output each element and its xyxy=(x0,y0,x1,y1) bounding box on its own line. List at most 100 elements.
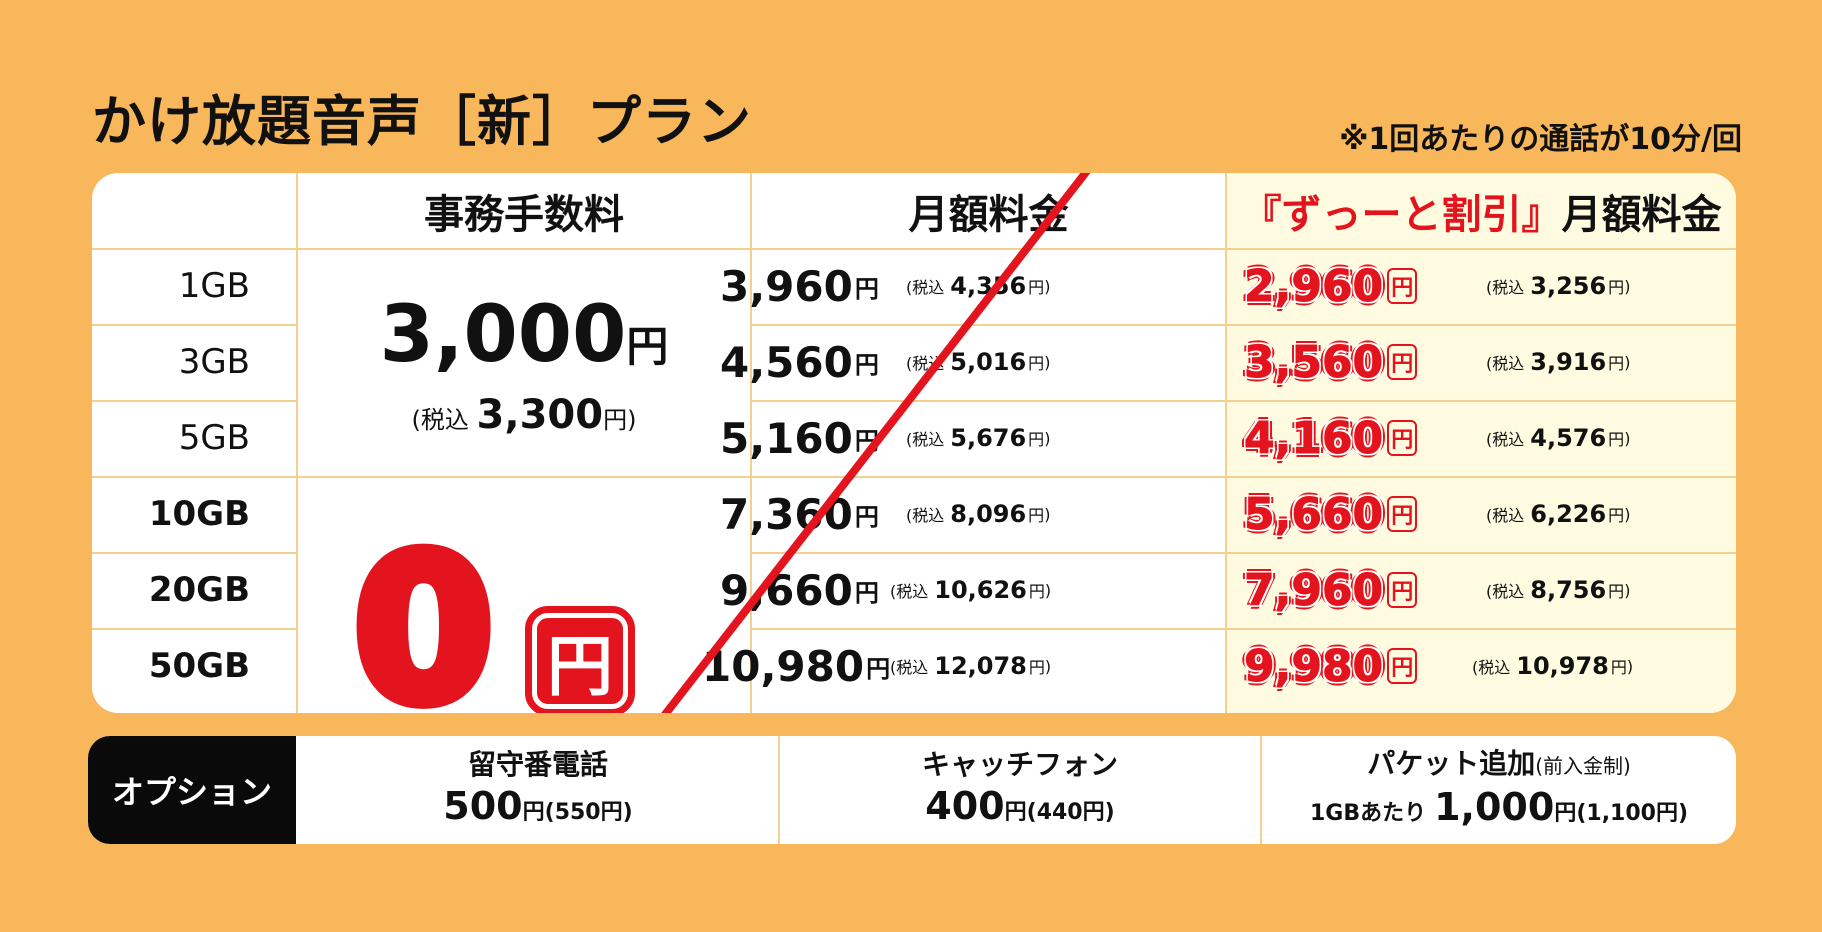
fee-merge-cover xyxy=(298,321,750,327)
option-name-text: パケット追加 xyxy=(1367,746,1536,780)
option-price: 1GBあたり 1,000円(1,100円) xyxy=(1310,785,1688,836)
fee-merge-cover xyxy=(298,625,750,631)
tax-suffix: ) xyxy=(1044,276,1051,296)
discount-tax: (税込 10,978 円) xyxy=(1472,628,1633,704)
tax-yen: 円 xyxy=(1608,430,1625,449)
header-fee: 事務手数料 xyxy=(424,191,624,238)
discount-price: 2,960 円 xyxy=(1243,248,1418,324)
tax-prefix: (税込 xyxy=(1486,582,1525,601)
tax-amount: 3,916 xyxy=(1530,348,1607,376)
tax-amount: 10,978 xyxy=(1516,652,1609,680)
tax-prefix: (税込 xyxy=(906,278,945,297)
monthly-price-number: 5,160 xyxy=(720,413,853,463)
tax-amount: 4,576 xyxy=(1530,424,1607,452)
option-price-prefix: 1GBあたり xyxy=(1309,800,1427,826)
tax-amount: 5,676 xyxy=(950,424,1027,452)
option-name: キャッチフォン xyxy=(921,747,1118,781)
option-price-yen: 円 xyxy=(1554,800,1577,826)
option-price-yen: 円 xyxy=(1004,799,1027,825)
col-divider xyxy=(296,173,298,713)
tax-prefix: (税込 xyxy=(890,658,929,677)
monthly-tax: (税込 12,078 円) xyxy=(890,628,1051,704)
option-divider xyxy=(778,736,780,844)
tax-suffix: ) xyxy=(1624,580,1631,600)
monthly-price-number: 10,980 xyxy=(702,641,865,691)
fee-zero-yen: 円 xyxy=(525,606,635,713)
tax-prefix: (税込 xyxy=(1486,506,1525,525)
tax-amount: 8,096 xyxy=(950,500,1027,528)
tax-suffix: ) xyxy=(1044,656,1052,676)
tax-suffix: ) xyxy=(1624,352,1631,372)
discount-price-yen: 円 xyxy=(1387,496,1418,532)
fee-merge-cover xyxy=(298,397,750,403)
option-name: パケット追加(前入金制) xyxy=(1367,745,1631,785)
tax-suffix: ) xyxy=(1044,504,1051,524)
discount-price-number: 4,160 xyxy=(1243,412,1384,464)
tax-prefix: (税込 xyxy=(890,582,929,601)
option-price-number: 500 xyxy=(443,783,523,828)
discount-price: 5,660 円 xyxy=(1243,476,1418,552)
monthly-tax: (税込 5,676 円) xyxy=(906,400,1050,476)
discount-price-yen: 円 xyxy=(1387,572,1418,608)
discount-price-number: 9,980 xyxy=(1243,640,1384,692)
gb-label: 10GB xyxy=(148,494,250,534)
tax-yen: 円 xyxy=(1608,354,1625,373)
discount-tax: (税込 8,756 円) xyxy=(1486,552,1630,628)
discount-price-yen: 円 xyxy=(1387,268,1418,304)
monthly-price: 3,960 円 xyxy=(720,248,879,324)
discount-price-number: 5,660 xyxy=(1243,488,1384,540)
tax-yen: 円 xyxy=(1028,658,1045,677)
header-monthly: 月額料金 xyxy=(908,191,1069,238)
option-price-number: 1,000 xyxy=(1434,784,1555,829)
tax-yen: 円 xyxy=(1610,658,1627,677)
monthly-tax: (税込 4,356 円) xyxy=(906,248,1050,324)
tax-prefix: (税込 xyxy=(1472,658,1511,677)
tax-prefix: (税込 xyxy=(1486,430,1525,449)
header-discount-name: 『ずっーと割引』 xyxy=(1241,191,1562,238)
header-discount: 『ずっーと割引』 月額料金 xyxy=(1227,173,1736,248)
monthly-price-yen: 円 xyxy=(866,654,891,683)
tax-yen: 円 xyxy=(1028,582,1045,601)
tax-amount: 6,226 xyxy=(1530,500,1607,528)
gb-label: 5GB xyxy=(178,418,250,458)
price-table: 事務手数料 月額料金 『ずっーと割引』 月額料金 1GB 3GB 5GB 10GB… xyxy=(92,173,1736,713)
monthly-price: 4,560 円 xyxy=(720,324,879,400)
monthly-price-yen: 円 xyxy=(854,502,879,531)
fee-small-tax-close: 円) xyxy=(603,406,637,434)
monthly-price-yen: 円 xyxy=(854,426,879,455)
tax-prefix: (税込 xyxy=(906,506,945,525)
monthly-price-yen: 円 xyxy=(854,274,879,303)
discount-price-number: 7,960 xyxy=(1243,564,1384,616)
option-divider xyxy=(1260,736,1262,844)
call-note: ※1回あたりの通話が10分/回 xyxy=(1339,122,1742,157)
discount-price: 7,960 円 xyxy=(1243,552,1418,628)
option-price-tax: (440円) xyxy=(1026,799,1115,825)
tax-amount: 5,016 xyxy=(950,348,1027,376)
discount-price: 3,560 円 xyxy=(1243,324,1418,400)
tax-prefix: (税込 xyxy=(906,430,945,449)
tax-yen: 円 xyxy=(1028,506,1045,525)
tax-prefix: (税込 xyxy=(1486,278,1525,297)
discount-price-yen: 円 xyxy=(1387,344,1418,380)
fee-zero-number: 0 xyxy=(347,514,500,714)
monthly-tax: (税込 8,096 円) xyxy=(906,476,1050,552)
tax-suffix: ) xyxy=(1624,276,1631,296)
gb-label: 1GB xyxy=(178,266,250,306)
monthly-price: 9,660 円 xyxy=(720,552,879,628)
monthly-tax: (税込 10,626 円) xyxy=(890,552,1051,628)
option-catchphone: キャッチフォン 400円(440円) xyxy=(780,736,1260,844)
fee-small-tax-amount: 3,300 xyxy=(476,392,604,438)
option-name: 留守番電話 xyxy=(467,747,608,781)
tax-suffix: ) xyxy=(1044,352,1051,372)
monthly-price: 5,160 円 xyxy=(720,400,879,476)
option-price-yen: 円 xyxy=(522,799,545,825)
monthly-price-number: 3,960 xyxy=(720,261,853,311)
option-price-tax: (1,100円) xyxy=(1576,800,1689,826)
option-price: 500円(550円) xyxy=(443,784,632,835)
discount-tax: (税込 3,256 円) xyxy=(1486,248,1630,324)
discount-price-number: 2,960 xyxy=(1243,260,1384,312)
tax-amount: 10,626 xyxy=(934,576,1027,604)
col-divider xyxy=(1225,173,1227,713)
gb-label: 3GB xyxy=(178,342,250,382)
option-price-tax: (550円) xyxy=(544,799,633,825)
